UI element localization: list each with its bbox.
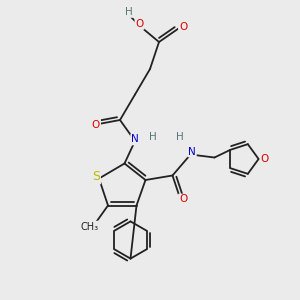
Text: CH₃: CH₃ [81, 221, 99, 232]
Text: N: N [131, 134, 139, 145]
Text: O: O [179, 194, 187, 205]
Text: H: H [176, 131, 184, 142]
Text: O: O [179, 22, 187, 32]
Text: H: H [125, 7, 133, 17]
Text: S: S [92, 170, 100, 184]
Text: N: N [188, 146, 196, 157]
Text: H: H [149, 131, 157, 142]
Text: O: O [92, 119, 100, 130]
Text: O: O [135, 19, 144, 29]
Text: O: O [260, 154, 269, 164]
